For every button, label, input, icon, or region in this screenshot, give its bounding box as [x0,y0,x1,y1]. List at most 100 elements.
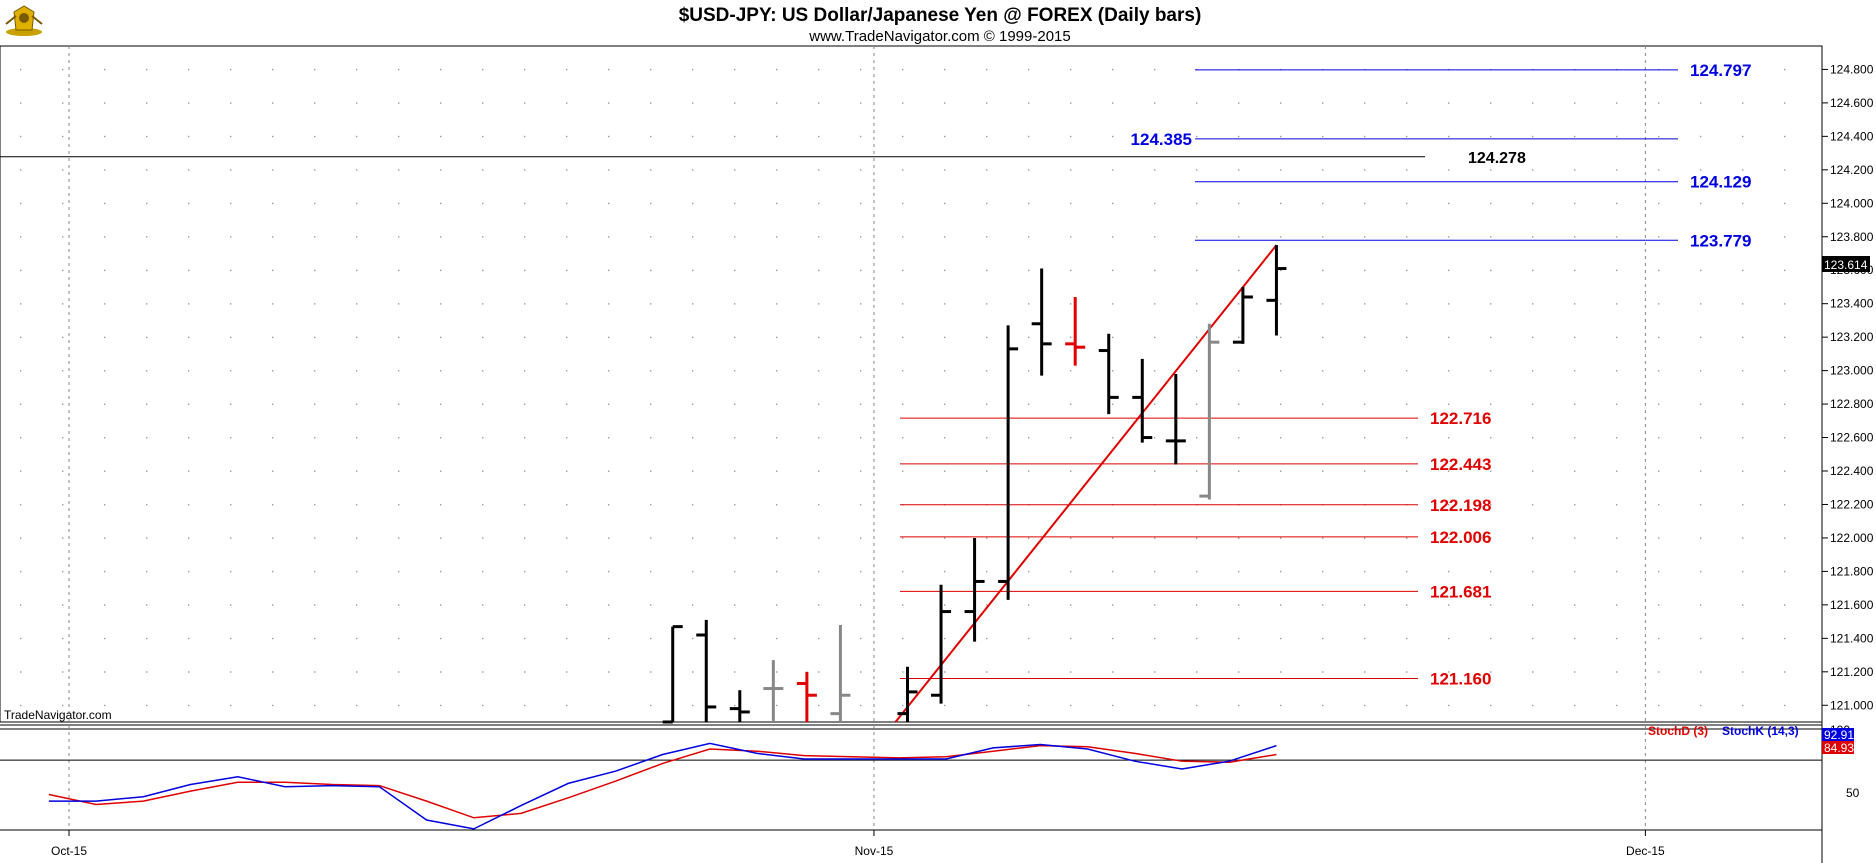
grid-dot [1364,370,1366,372]
grid-dot [20,671,22,673]
grid-dot [1700,403,1702,405]
grid-dot [272,269,274,272]
grid-dot [650,704,652,707]
grid-dot [356,236,358,238]
grid-dot [1532,202,1534,205]
last-price-label: 123.614 [1824,258,1868,272]
grid-dot [818,68,820,71]
grid-dot [734,671,736,673]
grid-dot [1364,604,1366,606]
grid-dot [146,637,148,640]
grid-dot [398,236,400,238]
grid-dot [1448,470,1450,472]
price-tick-label: 123.000 [1830,364,1874,378]
grid-dot [1742,637,1744,640]
grid-dot [1028,671,1030,673]
grid-dot [1070,370,1072,372]
grid-dot [440,370,442,372]
grid-dot [1700,202,1702,205]
grid-dot [986,336,988,339]
grid-dot [692,202,694,205]
grid-dot [860,68,862,71]
date-label: Dec-15 [1626,844,1665,858]
grid-dot [566,370,568,372]
grid-dot [482,403,484,405]
grid-dot [1070,169,1072,171]
grid-dot [524,470,526,472]
grid-dot [734,370,736,372]
grid-dot [1112,303,1114,305]
grid-dot [1364,269,1366,272]
grid-dot [1070,437,1072,439]
grid-dot [986,303,988,305]
grid-dot [818,704,820,707]
grid-dot [1196,269,1198,272]
grid-dot [20,370,22,372]
grid-dot [1112,570,1114,573]
grid-dot [1574,169,1576,171]
grid-dot [272,370,274,372]
grid-dot [1574,102,1576,104]
grid-dot [188,503,190,506]
grid-dot [1406,671,1408,673]
grid-dot [1028,68,1030,71]
grid-dot [1700,135,1702,138]
grid-dot [398,303,400,305]
grid-dot [1280,671,1282,673]
grid-dot [146,370,148,372]
grid-dot [440,503,442,506]
grid-dot [986,68,988,71]
level-label: 121.681 [1430,582,1491,601]
grid-dot [440,604,442,606]
grid-dot [314,336,316,339]
grid-dot [608,671,610,673]
grid-dot [230,637,232,640]
grid-dot [314,503,316,506]
grid-dot [314,135,316,138]
grid-dot [1742,470,1744,472]
grid-dot [1238,537,1240,539]
grid-dot [1658,570,1660,573]
grid-dot [1616,604,1618,606]
grid-dot [398,503,400,506]
grid-dot [1280,537,1282,539]
grid-dot [986,604,988,606]
watermark: TradeNavigator.com [4,708,112,722]
grid-dot [1700,303,1702,305]
grid-dot [1616,403,1618,405]
grid-dot [692,169,694,171]
grid-dot [440,303,442,305]
grid-dot [1196,236,1198,238]
grid-dot [818,604,820,606]
grid-dot [944,169,946,171]
grid-dot [1742,336,1744,339]
grid-dot [482,269,484,272]
grid-dot [650,503,652,506]
grid-dot [524,671,526,673]
grid-dot [1112,202,1114,205]
grid-dot [1364,671,1366,673]
grid-dot [1406,202,1408,205]
grid-dot [692,68,694,71]
grid-dot [356,604,358,606]
grid-dot [1322,470,1324,472]
grid-dot [1196,604,1198,606]
grid-dot [776,671,778,673]
grid-dot [1490,102,1492,104]
grid-dot [1322,570,1324,573]
grid-dot [566,570,568,573]
grid-dot [734,135,736,138]
grid-dot [1784,637,1786,640]
grid-dot [1742,169,1744,171]
grid-dot [776,370,778,372]
grid-dot [566,269,568,272]
grid-dot [608,503,610,506]
grid-dot [902,403,904,405]
grid-dot [1784,403,1786,405]
grid-dot [398,470,400,472]
grid-dot [944,637,946,640]
grid-dot [944,470,946,472]
grid-dot [776,303,778,305]
grid-dot [440,403,442,405]
